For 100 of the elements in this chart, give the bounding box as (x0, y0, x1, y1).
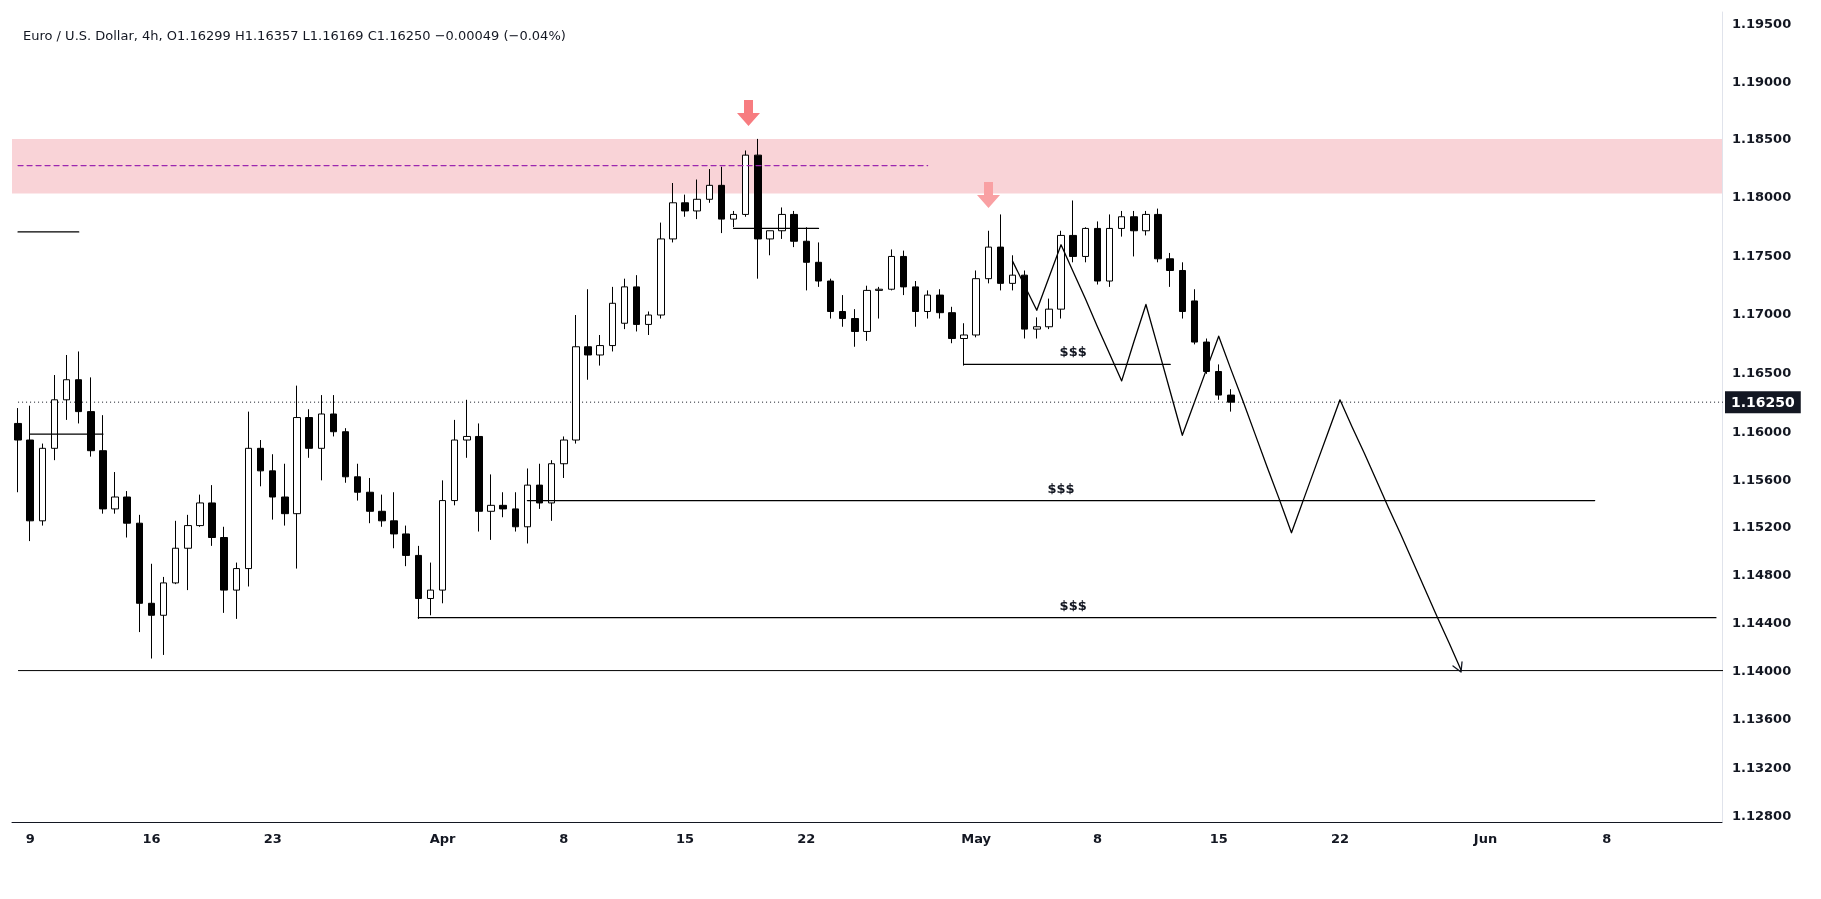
candlestick (1106, 213, 1113, 288)
y-tick-label: 1.14400 (1732, 614, 1792, 630)
candlestick (572, 314, 580, 445)
candlestick (948, 306, 956, 344)
candlestick (39, 443, 46, 527)
candlestick (427, 562, 434, 616)
candlestick (985, 230, 992, 284)
candlestick (14, 407, 22, 493)
candlestick (75, 350, 82, 424)
candlestick (936, 288, 944, 320)
candlestick (633, 274, 640, 332)
candlestick (245, 411, 252, 588)
candlestick (900, 250, 907, 296)
y-tick-label: 1.17500 (1732, 247, 1792, 263)
candlestick (148, 563, 155, 660)
candlestick (584, 288, 592, 381)
y-tick-label: 1.13600 (1732, 711, 1792, 727)
candlestick (281, 463, 289, 527)
candlestick (1094, 220, 1101, 286)
candlestick (1142, 210, 1150, 236)
candlestick (233, 562, 240, 620)
candlestick (269, 453, 276, 521)
candlestick (378, 494, 386, 528)
candlestick (451, 419, 458, 506)
candlestick (1118, 210, 1125, 238)
candlestick (512, 491, 519, 533)
candlestick (1166, 252, 1174, 288)
candlestick (136, 514, 143, 633)
y-tick-label: 1.19500 (1732, 15, 1792, 31)
candlestick (1215, 363, 1222, 401)
candlestick (366, 477, 374, 524)
y-tick-label: 1.18000 (1732, 189, 1792, 205)
candlestick (390, 491, 398, 549)
candlestick (293, 385, 301, 570)
annotation: $$$ (1059, 597, 1087, 613)
y-tick-label: 1.19000 (1732, 73, 1792, 89)
y-tick-label: 1.15200 (1732, 519, 1792, 535)
candlestick (63, 354, 70, 421)
text: Euro / U.S. Dollar, 4h, O1.16299 H1.16357 L1.16169 C1.16250 −0.00049 (−0.04%) (23, 28, 566, 43)
candlestick (815, 241, 822, 288)
candlestick (257, 439, 264, 487)
candlestick (924, 289, 931, 320)
y-tick-label: 1.18500 (1732, 131, 1792, 147)
candlestick (888, 248, 895, 291)
candlestick (669, 182, 677, 243)
candlestick (681, 194, 689, 218)
candlestick (123, 490, 131, 539)
candlestick (330, 394, 337, 437)
candlestick (196, 494, 204, 528)
candlestick (184, 514, 192, 591)
candlestick (657, 222, 665, 320)
candlestick (402, 525, 410, 567)
candlestick (839, 294, 846, 328)
candlestick (596, 334, 604, 367)
x-tick-label: 9 (25, 831, 35, 846)
candlestick (463, 399, 471, 459)
x-tick-label: 8 (559, 831, 569, 846)
candlestick (220, 526, 228, 614)
candlestick (863, 285, 871, 342)
candlestick (1033, 316, 1041, 340)
candlestick (305, 408, 313, 459)
y-tick-label: 1.14000 (1732, 663, 1792, 679)
candlestick (645, 311, 652, 336)
y-tick-label: 1.13200 (1732, 759, 1792, 775)
candlestick (718, 166, 725, 234)
candlestick (111, 471, 119, 515)
candlestick (1191, 288, 1198, 345)
candlestick (1069, 199, 1077, 263)
x-tick-label: Jun (1472, 831, 1498, 846)
y-tick-label: 1.16500 (1732, 365, 1792, 381)
x-tick-label: Apr (429, 831, 457, 846)
annotation: $$$ (1059, 344, 1087, 360)
candlestick (1130, 210, 1138, 257)
x-tick-label: 8 (1602, 831, 1612, 846)
candlestick (997, 213, 1004, 291)
candlestick (342, 427, 349, 484)
x-tick-label: 15 (1209, 831, 1228, 846)
candlestick (1179, 261, 1186, 320)
candlestick (1082, 226, 1089, 263)
y-tick-label: 1.14800 (1732, 567, 1792, 583)
candlestick (487, 473, 495, 541)
x-tick-label: 15 (676, 831, 695, 846)
candlestick (1045, 298, 1053, 330)
candlestick (1203, 338, 1210, 375)
candlestick (172, 520, 179, 585)
x-tick-label: 16 (142, 831, 161, 846)
candlestick (1227, 388, 1235, 413)
candlestick (875, 286, 883, 320)
x-tick-label: 22 (797, 831, 816, 846)
candlestick (318, 394, 325, 481)
candlestick (439, 479, 446, 604)
candlestick (1021, 269, 1028, 340)
candlestick (208, 484, 216, 547)
candlestick (706, 168, 713, 204)
candlestick (1154, 208, 1162, 263)
candlestick (693, 179, 701, 220)
annotation: $$$ (1047, 480, 1075, 496)
candlestick (160, 576, 167, 656)
candlestick (354, 463, 361, 502)
ref-line-label: 1.16250 (1731, 394, 1796, 411)
